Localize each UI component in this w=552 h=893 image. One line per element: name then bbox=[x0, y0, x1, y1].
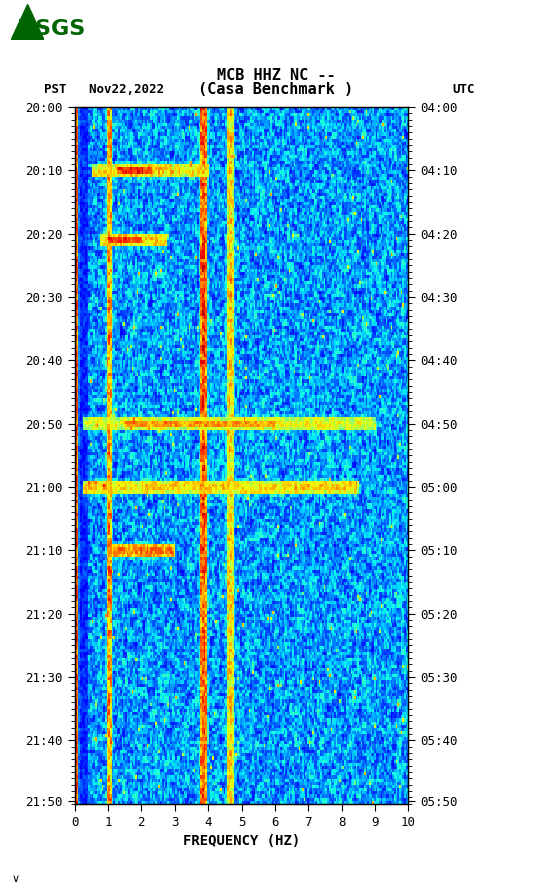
Text: USGS: USGS bbox=[17, 19, 85, 38]
Polygon shape bbox=[11, 4, 44, 40]
Text: UTC: UTC bbox=[453, 83, 475, 96]
Text: PST   Nov22,2022: PST Nov22,2022 bbox=[44, 83, 164, 96]
Text: $\mathsf{\vee}$: $\mathsf{\vee}$ bbox=[11, 873, 20, 884]
X-axis label: FREQUENCY (HZ): FREQUENCY (HZ) bbox=[183, 834, 300, 848]
Text: (Casa Benchmark ): (Casa Benchmark ) bbox=[198, 82, 354, 96]
Text: MCB HHZ NC --: MCB HHZ NC -- bbox=[217, 69, 335, 83]
